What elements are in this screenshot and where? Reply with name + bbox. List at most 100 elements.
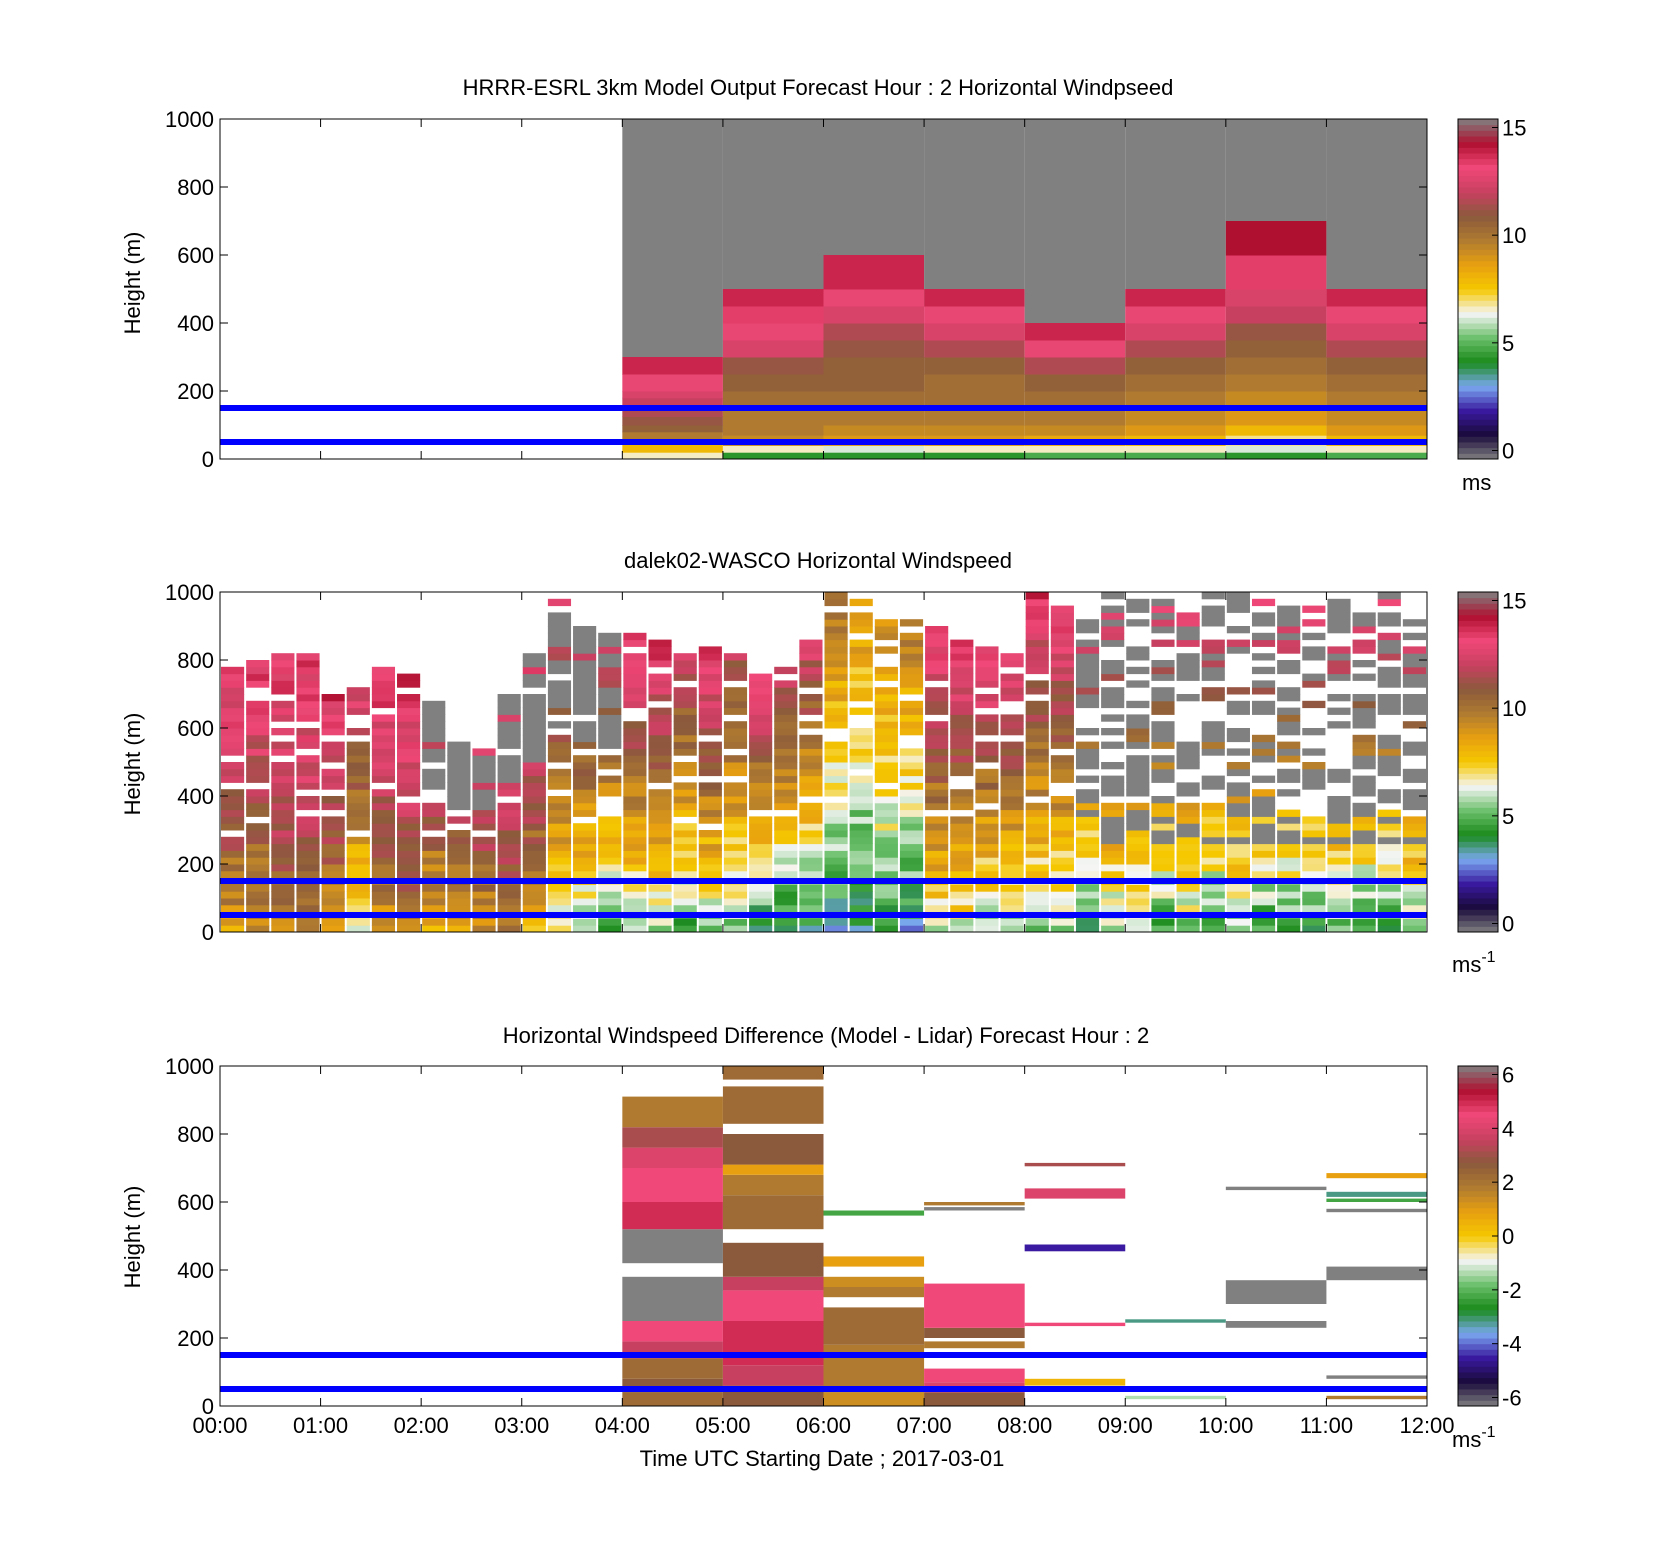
heatmap-cell bbox=[824, 646, 848, 654]
y-tick-label: 0 bbox=[202, 920, 214, 945]
heatmap-cell bbox=[246, 748, 270, 756]
heatmap-cell bbox=[648, 898, 672, 906]
heatmap-cell bbox=[1125, 323, 1226, 341]
heatmap-cell bbox=[573, 823, 597, 831]
heatmap-cell bbox=[1225, 340, 1327, 358]
heatmap-cell bbox=[899, 762, 924, 770]
colorbar-segment bbox=[1458, 413, 1498, 420]
heatmap-cell bbox=[547, 782, 572, 790]
colorbar-segment bbox=[1458, 1372, 1498, 1379]
heatmap-cell bbox=[522, 660, 546, 668]
heatmap-cell bbox=[1075, 666, 1100, 675]
heatmap-cell bbox=[823, 306, 925, 324]
heatmap-cell bbox=[1125, 357, 1226, 375]
heatmap-cell bbox=[1050, 612, 1074, 620]
heatmap-cell bbox=[824, 823, 848, 831]
heatmap-cell bbox=[1251, 918, 1276, 926]
heatmap-cell bbox=[874, 687, 898, 695]
heatmap-cell bbox=[522, 700, 546, 709]
heatmap-cell bbox=[1101, 639, 1125, 647]
heatmap-cell bbox=[371, 843, 396, 851]
heatmap-cell bbox=[1000, 728, 1024, 736]
heatmap-cell bbox=[397, 925, 421, 933]
heatmap-cell bbox=[221, 796, 245, 804]
heatmap-cell bbox=[1352, 891, 1376, 899]
heatmap-cell bbox=[698, 857, 722, 865]
colorbar-tick-label: 4 bbox=[1502, 1116, 1514, 1141]
heatmap-cell bbox=[246, 850, 270, 858]
heatmap-cell bbox=[1050, 694, 1074, 702]
colorbar-segment bbox=[1458, 818, 1498, 825]
y-tick-label: 1000 bbox=[165, 1054, 214, 1079]
heatmap-cell bbox=[824, 836, 848, 845]
heatmap-cell bbox=[221, 728, 245, 736]
colorbar-segment bbox=[1458, 892, 1498, 899]
heatmap-cell bbox=[472, 809, 496, 817]
heatmap-cell bbox=[1075, 775, 1100, 783]
heatmap-cell bbox=[497, 802, 521, 811]
heatmap-cell bbox=[849, 884, 873, 892]
heatmap-cell bbox=[598, 673, 622, 681]
heatmap-cell bbox=[1050, 680, 1074, 688]
heatmap-cell bbox=[1151, 850, 1175, 858]
heatmap-cell bbox=[799, 782, 823, 790]
heatmap-cell bbox=[1326, 1191, 1427, 1197]
heatmap-cell bbox=[1402, 660, 1426, 668]
heatmap-cell bbox=[422, 707, 446, 715]
heatmap-cell bbox=[648, 680, 672, 688]
heatmap-cell bbox=[371, 673, 396, 681]
x-tick-label: 02:00 bbox=[394, 1413, 449, 1438]
colorbar-segment bbox=[1458, 1207, 1498, 1214]
heatmap-cell bbox=[648, 823, 672, 831]
heatmap-cell bbox=[824, 918, 848, 926]
heatmap-cell bbox=[1075, 857, 1100, 865]
heatmap-cell bbox=[1201, 925, 1225, 933]
heatmap-cell bbox=[874, 870, 898, 879]
heatmap-cell bbox=[823, 255, 925, 290]
heatmap-cell bbox=[1025, 904, 1049, 913]
heatmap-cell bbox=[799, 748, 823, 756]
heatmap-cell bbox=[1302, 619, 1326, 627]
heatmap-cell bbox=[321, 802, 345, 811]
heatmap-cell bbox=[722, 408, 824, 426]
heatmap-cell bbox=[722, 1174, 824, 1196]
heatmap-cell bbox=[648, 904, 672, 913]
heatmap-cell bbox=[1226, 598, 1250, 607]
heatmap-cell bbox=[1025, 646, 1049, 654]
heatmap-cell bbox=[321, 707, 345, 715]
heatmap-cell bbox=[573, 870, 597, 879]
heatmap-cell bbox=[899, 721, 924, 729]
heatmap-cell bbox=[723, 707, 748, 715]
heatmap-cell bbox=[698, 768, 722, 777]
heatmap-cell bbox=[1101, 687, 1125, 695]
heatmap-cell bbox=[1000, 721, 1024, 729]
heatmap-cell bbox=[1050, 918, 1074, 926]
heatmap-cell bbox=[1126, 850, 1150, 858]
heatmap-cell bbox=[975, 796, 999, 804]
colorbar-segment bbox=[1458, 643, 1498, 650]
heatmap-cell bbox=[925, 823, 949, 831]
heatmap-cell bbox=[271, 836, 295, 845]
colorbar-segment bbox=[1458, 609, 1498, 616]
heatmap-cell bbox=[925, 687, 949, 695]
heatmap-cell bbox=[296, 666, 320, 675]
heatmap-cell bbox=[1075, 898, 1100, 906]
heatmap-cell bbox=[722, 1086, 824, 1124]
colorbar-segment bbox=[1458, 362, 1498, 369]
heatmap-cell bbox=[598, 870, 622, 879]
heatmap-cell bbox=[975, 891, 999, 899]
heatmap-cell bbox=[1176, 741, 1200, 749]
heatmap-cell bbox=[497, 830, 521, 838]
heatmap-cell bbox=[497, 728, 521, 736]
heatmap-cell bbox=[723, 904, 748, 913]
colorbar-segment bbox=[1458, 773, 1498, 780]
no-data-cell bbox=[1125, 119, 1226, 289]
heatmap-cell bbox=[1327, 802, 1351, 811]
heatmap-cell bbox=[849, 612, 873, 620]
heatmap-cell bbox=[1075, 762, 1100, 770]
heatmap-cell bbox=[1402, 904, 1426, 913]
x-tick-marks bbox=[219, 1066, 1428, 1406]
heatmap-cell bbox=[271, 850, 295, 858]
heatmap-cell bbox=[1377, 762, 1401, 770]
